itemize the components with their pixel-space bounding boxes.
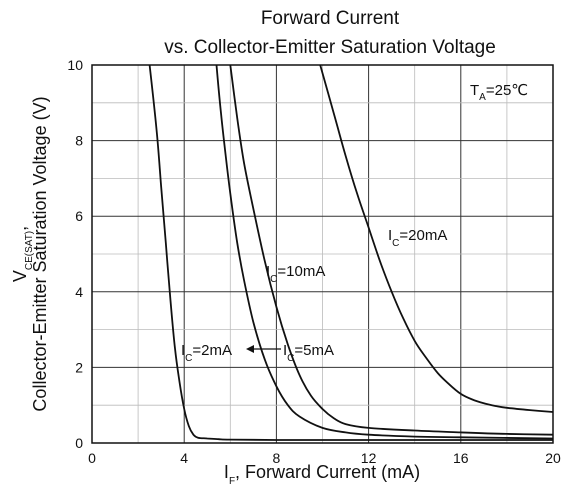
y-tick-label: 6 — [75, 208, 83, 224]
y-tick-label: 2 — [75, 359, 83, 375]
x-axis-label: IF, Forward Current (mA) — [224, 462, 420, 487]
chart-title: Forward Current — [261, 8, 400, 29]
curve-label-ic-10ma: IC=10mA — [266, 263, 325, 285]
grid — [92, 65, 553, 443]
y-tick-label: 0 — [75, 435, 83, 451]
y-axis-label-line1: VCE(SAT), — [10, 226, 35, 282]
curves — [148, 64, 554, 441]
temperature-annotation: TA=25℃ — [470, 82, 528, 103]
y-axis-label: VCE(SAT), Collector-Emitter Saturation V… — [10, 96, 50, 411]
y-tick-label: 8 — [75, 133, 83, 149]
tick-labels: 0 4 8 12 16 20 0 2 4 6 8 10 — [67, 57, 561, 466]
x-tick-label: 20 — [545, 450, 561, 466]
series-line-ic-2ma — [148, 64, 553, 441]
series-line-ic-10ma — [229, 64, 554, 436]
y-tick-label: 4 — [75, 284, 83, 300]
series-line-ic-20ma — [319, 64, 554, 413]
curve-label-ic-2ma: IC=2mA — [181, 342, 232, 364]
x-tick-label: 4 — [180, 450, 188, 466]
series-line-ic-5ma — [215, 64, 554, 440]
y-axis-label-line2: Collector-Emitter Saturation Voltage (V) — [30, 96, 50, 411]
plot-frame — [91, 64, 554, 444]
x-tick-label: 16 — [453, 450, 469, 466]
curve-label-ic-5ma: IC=5mA — [283, 342, 334, 364]
x-tick-label: 0 — [88, 450, 96, 466]
curve-label-ic-20ma: IC=20mA — [388, 227, 447, 249]
x-tick-label: 8 — [273, 450, 281, 466]
y-tick-label: 10 — [67, 57, 83, 73]
x-tick-label: 12 — [361, 450, 377, 466]
chart-subtitle: vs. Collector-Emitter Saturation Voltage — [164, 37, 496, 58]
ic-5ma-pointer-arrow — [246, 345, 281, 353]
